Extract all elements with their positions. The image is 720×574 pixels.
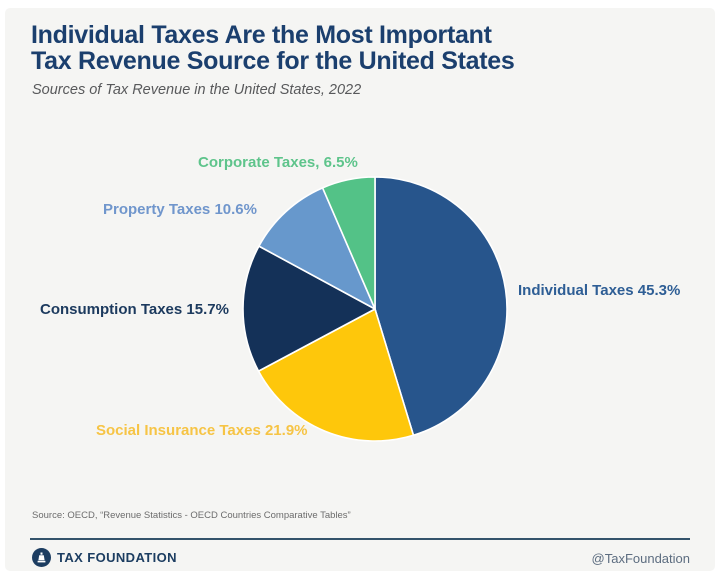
pie-slice-corporate-taxes [321,176,376,310]
slice-label-social-insurance-taxes: Social Insurance Taxes 21.9% [96,422,308,439]
chart-subtitle: Sources of Tax Revenue in the United Sta… [32,82,362,98]
footer-brand-name: TAX FOUNDATION [57,550,177,565]
chart-title-line2: Tax Revenue Source for the United States [31,47,515,75]
footer-brand: TAX FOUNDATION [32,548,177,567]
pie-slice-property-taxes [258,187,376,310]
pie-slice-social-insurance-taxes [257,308,415,442]
slice-label-consumption-taxes: Consumption Taxes 15.7% [40,301,229,318]
footer-divider [30,538,690,540]
chart-title-line1: Individual Taxes Are the Most Important [31,21,492,49]
slice-label-property-taxes: Property Taxes 10.6% [103,201,257,218]
pie-slice-individual-taxes [374,176,508,437]
source-note: Source: OECD, “Revenue Statistics - OECD… [32,510,351,521]
footer-social-handle: @TaxFoundation [591,551,690,566]
pie-slice-consumption-taxes [242,245,376,372]
tax-foundation-logo-icon [32,548,51,567]
chart-title: Individual Taxes Are the Most Important … [31,22,515,74]
pie-chart-svg [242,176,508,442]
pie-chart [241,175,509,443]
slice-label-individual-taxes: Individual Taxes 45.3% [518,282,681,299]
slice-label-corporate-taxes: Corporate Taxes, 6.5% [198,154,358,171]
